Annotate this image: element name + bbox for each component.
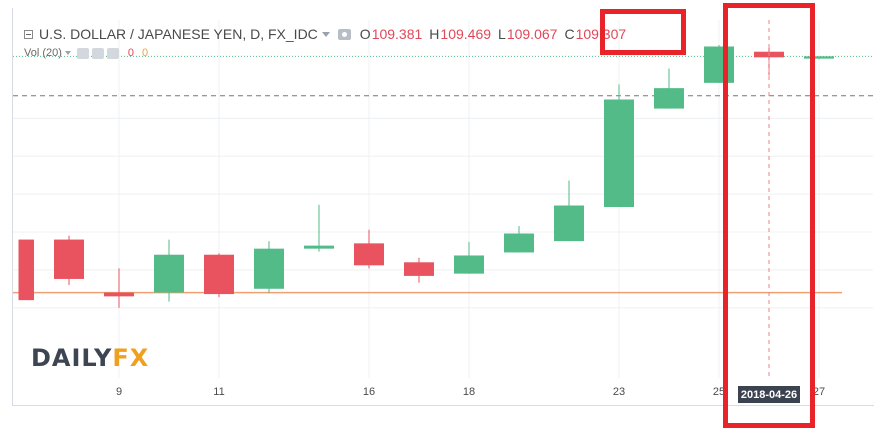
volume-value-a: 0 <box>127 47 135 59</box>
candle-down <box>354 243 384 266</box>
volume-value-b: 0 <box>142 47 149 59</box>
volume-chevron-icon[interactable] <box>64 51 71 55</box>
high-key: H <box>429 26 440 42</box>
eye-icon[interactable] <box>337 28 351 40</box>
x-tick-label: 9 <box>116 386 122 398</box>
candle-up <box>254 248 284 289</box>
dailyfx-logo: DAILY FX <box>31 344 149 372</box>
candle-up <box>654 88 684 109</box>
high-value: 109.469 <box>440 26 492 42</box>
latest-candle-highlight <box>723 3 815 428</box>
candle-down <box>404 262 434 276</box>
chevron-down-icon[interactable] <box>321 31 330 37</box>
low-key: L <box>498 26 506 42</box>
candle-down <box>104 292 134 297</box>
x-tick-label: 23 <box>613 386 625 398</box>
candle-down <box>19 239 34 301</box>
candle-up <box>554 205 584 242</box>
crosshair-date-label: 2018-04-26 <box>738 386 800 403</box>
candle-up <box>604 99 634 208</box>
collapse-icon[interactable] <box>24 29 33 39</box>
x-tick-label: 16 <box>363 386 375 398</box>
close-key: C <box>564 26 575 42</box>
eye-icon[interactable] <box>76 47 89 59</box>
candle-up <box>804 56 834 59</box>
close-value-highlight <box>600 9 686 55</box>
candle-down <box>54 239 84 279</box>
logo-text-fx: FX <box>112 344 150 372</box>
close-icon[interactable] <box>106 47 119 59</box>
volume-label[interactable]: Vol (20) <box>24 47 62 59</box>
open-key: O <box>359 26 371 42</box>
volume-legend: Vol (20) 0 0 <box>24 46 148 60</box>
open-value: 109.381 <box>371 26 423 42</box>
x-tick-label: 18 <box>463 386 475 398</box>
candle-up <box>304 245 334 249</box>
candle-up <box>454 255 484 274</box>
candle-up <box>704 46 734 83</box>
settings-icon[interactable] <box>91 47 104 59</box>
low-value: 109.067 <box>506 26 558 42</box>
logo-text-daily: DAILY <box>31 344 113 372</box>
candle-up <box>504 233 534 253</box>
symbol-title[interactable]: U.S. DOLLAR / JAPANESE YEN, D, FX_IDC <box>39 26 318 42</box>
x-tick-label: 27 <box>813 386 825 398</box>
chart-legend: U.S. DOLLAR / JAPANESE YEN, D, FX_IDC O … <box>24 24 633 44</box>
candle-up <box>154 254 184 293</box>
x-tick-label: 11 <box>213 386 224 398</box>
candle-down <box>204 254 234 295</box>
x-tick-label: 25 <box>713 386 725 398</box>
